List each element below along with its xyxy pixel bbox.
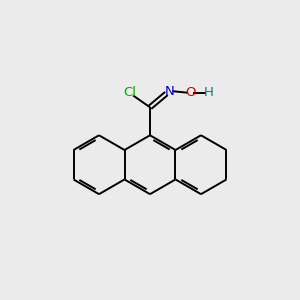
Text: O: O (185, 86, 196, 99)
Text: H: H (204, 86, 214, 99)
Text: N: N (164, 85, 174, 98)
Text: Cl: Cl (123, 86, 136, 100)
